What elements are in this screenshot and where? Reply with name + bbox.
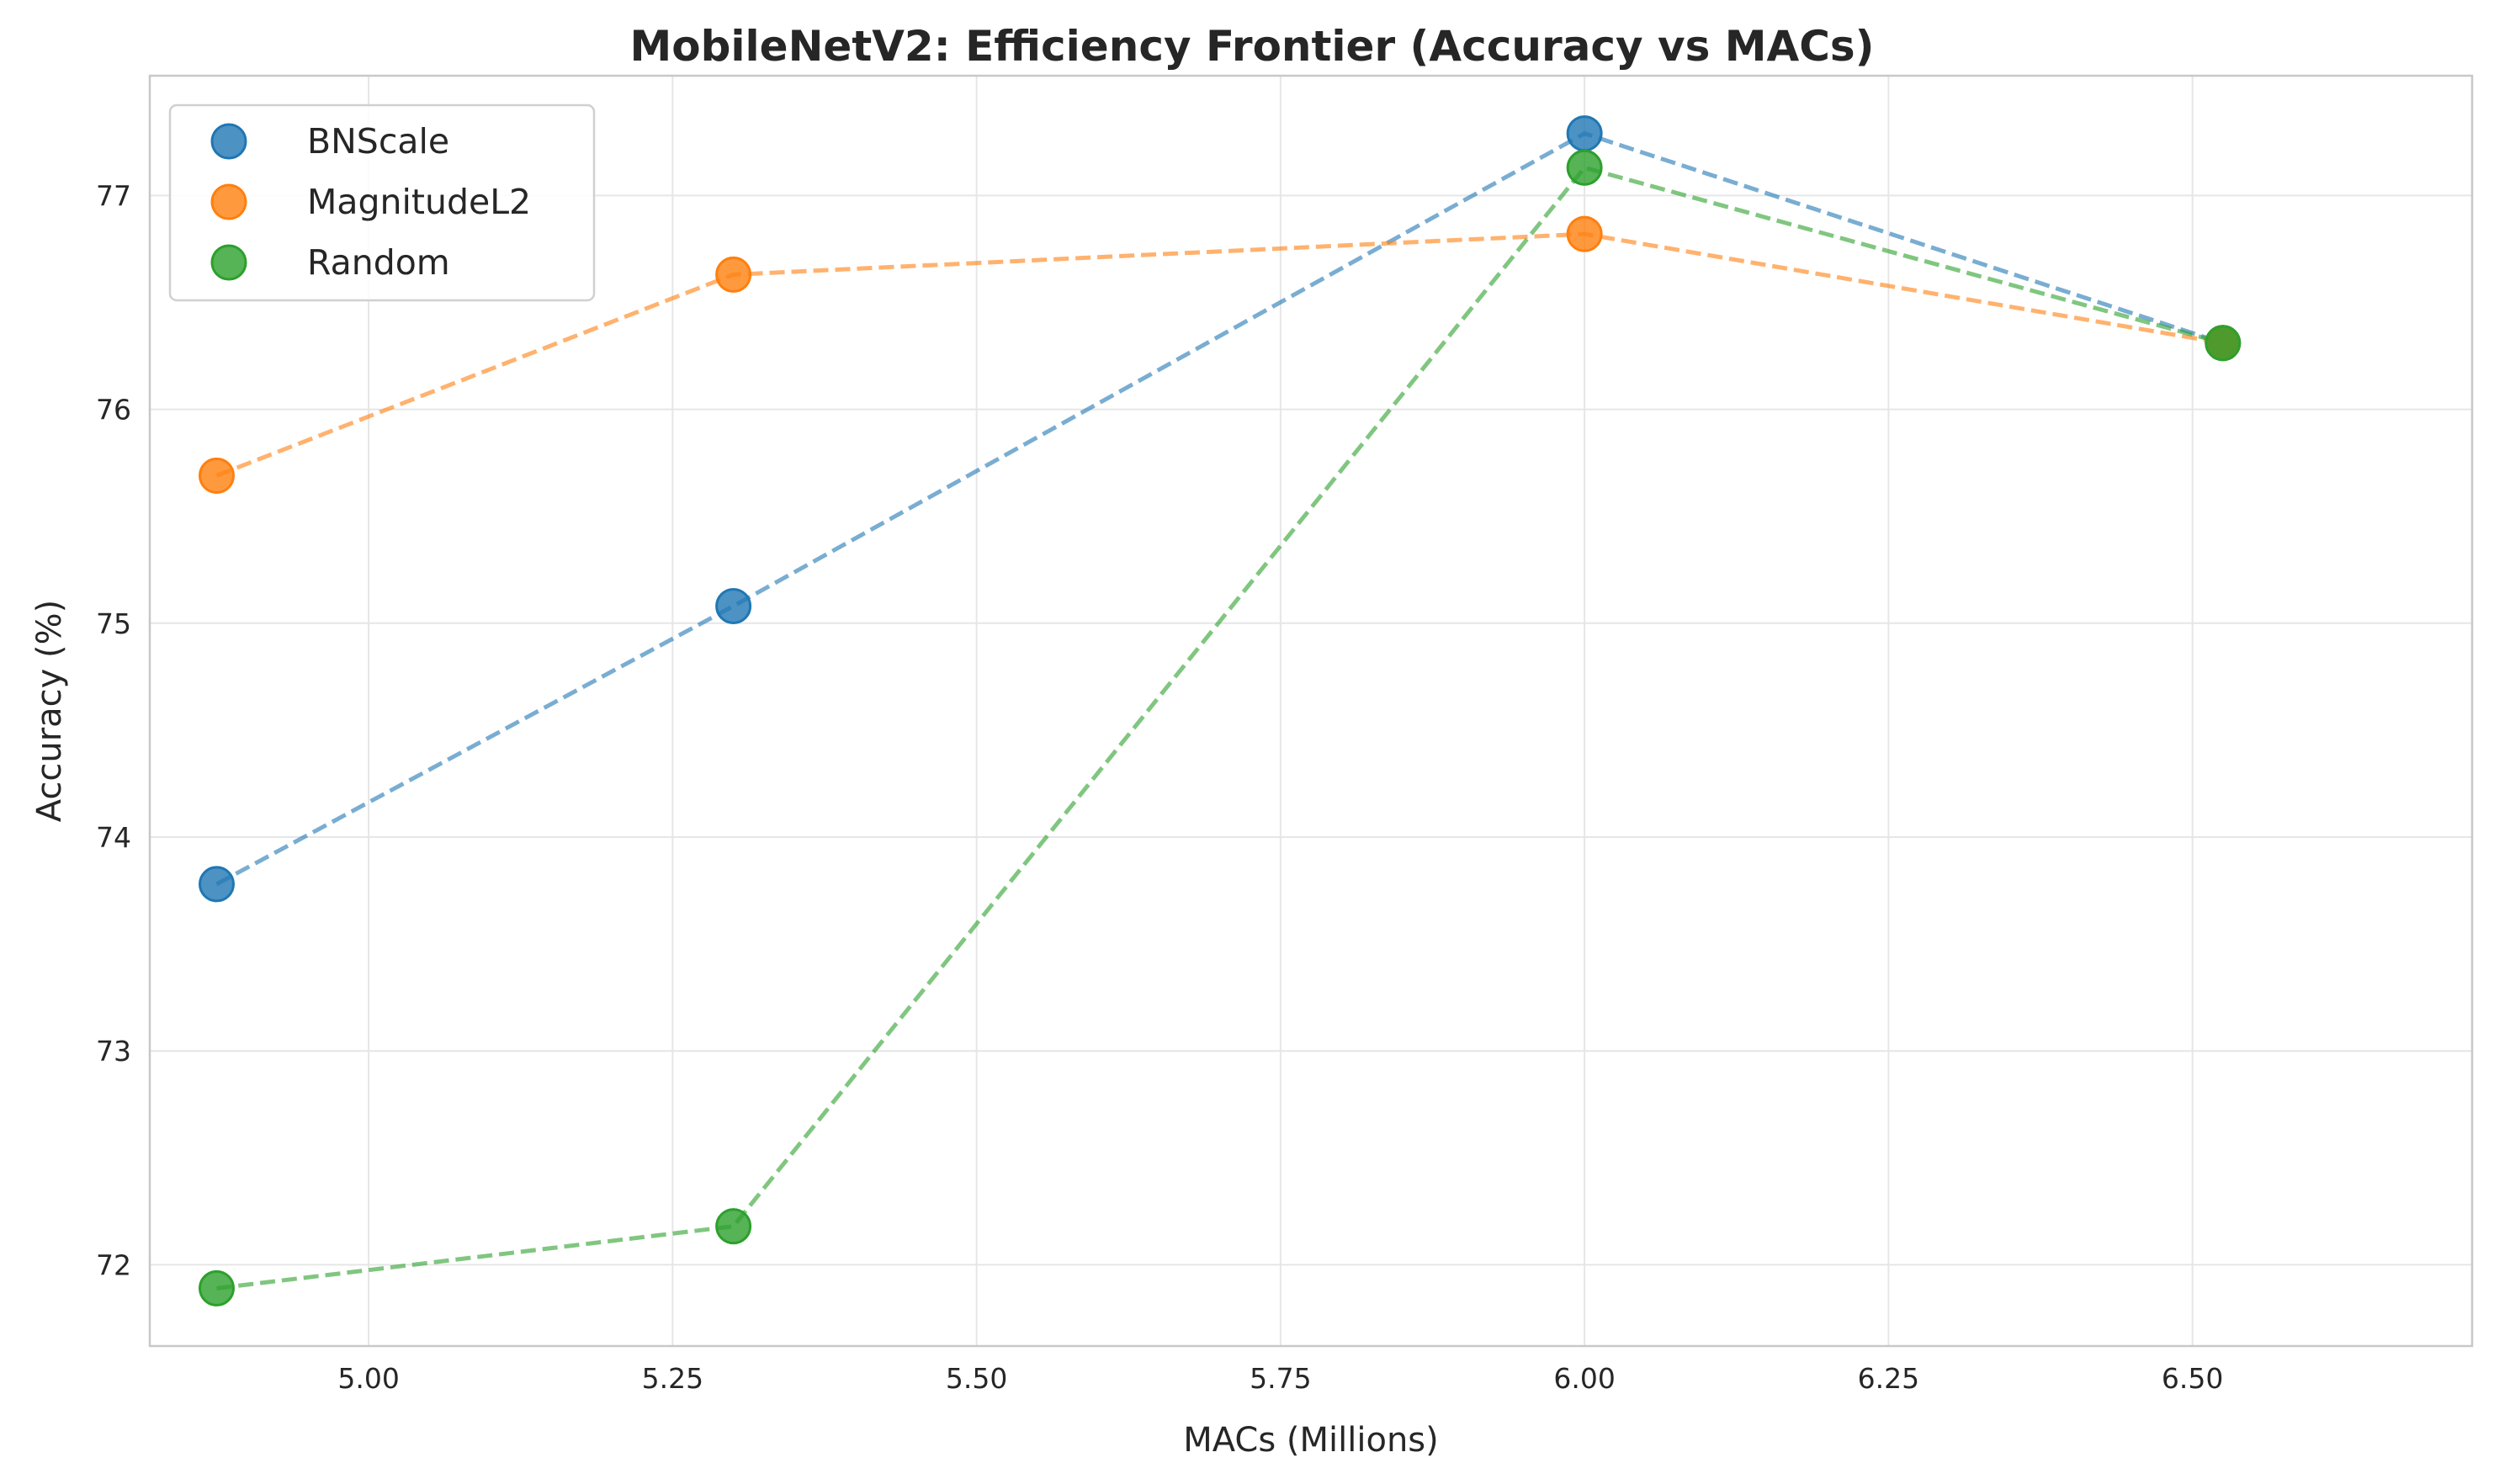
legend-label-bnscale: BNScale: [307, 121, 449, 162]
x-tick-label: 5.50: [946, 1362, 1007, 1395]
data-point-bnscale: [198, 866, 235, 903]
plot-frame: [148, 74, 2474, 1348]
legend-label-random: Random: [307, 242, 450, 283]
data-point-random: [715, 1208, 752, 1245]
legend-marker-bnscale: [210, 123, 247, 160]
data-point-magnitudel2: [1566, 215, 1603, 252]
x-axis-label: MACs (Millions): [1183, 1421, 1439, 1460]
data-point-random: [1566, 149, 1603, 186]
y-tick-label: 77: [96, 179, 131, 212]
legend-box: [168, 103, 596, 302]
data-points: [198, 115, 2242, 1306]
series-line-random: [216, 165, 2224, 1291]
data-point-magnitudel2: [198, 457, 235, 494]
y-axis-ticks: 72 73 74 75 76 77: [96, 179, 131, 1281]
series-lines: [215, 130, 2224, 1291]
y-axis-label: Accuracy (%): [30, 600, 69, 823]
x-tick-label: 5.25: [642, 1362, 703, 1395]
series-line-bnscale: [215, 130, 2224, 887]
y-tick-label: 75: [96, 607, 131, 640]
data-point-random: [2205, 325, 2242, 362]
data-point-random: [198, 1269, 235, 1306]
x-axis-ticks: 5.00 5.25 5.50 5.75 6.00 6.25 6.50: [337, 1362, 2223, 1395]
x-tick-label: 5.75: [1250, 1362, 1311, 1395]
x-tick-label: 6.00: [1553, 1362, 1615, 1395]
legend-marker-magnitudel2: [210, 183, 247, 220]
data-point-bnscale: [1566, 115, 1603, 152]
data-point-magnitudel2: [715, 256, 752, 293]
chart-title: MobileNetV2: Efficiency Frontier (Accura…: [629, 22, 1874, 71]
series-line-magnitudel2: [215, 231, 2224, 478]
legend-label-magnitudel2: MagnitudeL2: [307, 182, 531, 222]
y-tick-label: 72: [96, 1248, 131, 1281]
data-point-bnscale: [715, 587, 752, 624]
x-tick-label: 6.25: [1858, 1362, 1919, 1395]
x-tick-label: 5.00: [337, 1362, 399, 1395]
y-tick-label: 74: [96, 821, 131, 854]
x-tick-label: 6.50: [2162, 1362, 2223, 1395]
y-tick-label: 76: [96, 394, 131, 427]
grid: [150, 76, 2472, 1346]
y-tick-label: 73: [96, 1035, 131, 1068]
legend-marker-random: [210, 244, 247, 281]
legend: BNScale MagnitudeL2 Random: [168, 103, 596, 302]
